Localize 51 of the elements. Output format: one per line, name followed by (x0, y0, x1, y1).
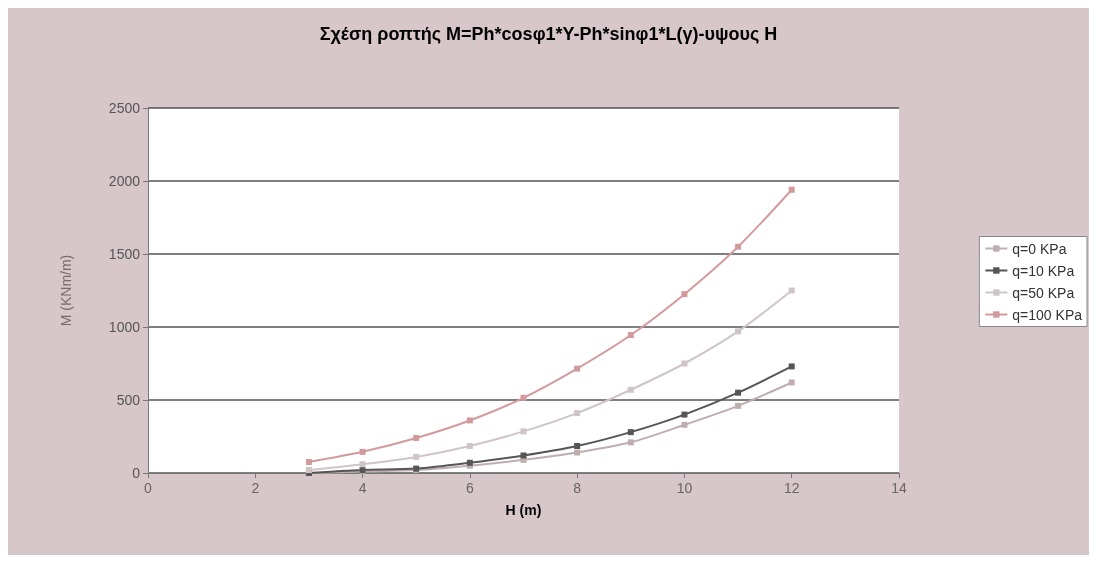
point (574, 365, 581, 372)
x-tick-label: 14 (891, 480, 907, 496)
point (681, 411, 688, 418)
point (359, 448, 366, 455)
point (574, 410, 581, 417)
point (735, 243, 742, 250)
point (413, 453, 420, 460)
point (735, 402, 742, 409)
chart-title: Σχέση ροπτής M=Ph*cosφ1*Y-Ph*sinφ1*L(γ)-υψους H (319, 24, 778, 44)
point (305, 459, 312, 466)
x-tick-label: 6 (465, 480, 474, 496)
y-tick-label: 1500 (108, 246, 141, 262)
point (520, 394, 527, 401)
x-tick-label: 2 (251, 480, 260, 496)
x-tick-label: 8 (573, 480, 582, 496)
y-axis-title: M (KNm/m) (58, 254, 74, 327)
point (788, 363, 795, 370)
x-tick-label: 12 (783, 480, 800, 496)
point (466, 417, 473, 424)
point (627, 439, 634, 446)
point (520, 428, 527, 435)
legend-label: q=10 KPa (1012, 262, 1075, 279)
y-tick-label: 1000 (108, 319, 141, 335)
point (466, 442, 473, 449)
point (413, 434, 420, 441)
legend-label: q=50 KPa (1012, 284, 1075, 301)
x-tick-label: 10 (676, 480, 693, 496)
point (681, 360, 688, 367)
point (359, 461, 366, 468)
point (681, 421, 688, 428)
point (681, 291, 688, 298)
point (574, 449, 581, 456)
point (735, 328, 742, 335)
legend-label: q=0 KPa (1012, 240, 1067, 257)
point (627, 386, 634, 393)
point (788, 379, 795, 386)
point (735, 389, 742, 396)
point (627, 332, 634, 339)
x-tick-label: 4 (358, 480, 367, 496)
legend-label: q=100 KPa (1012, 306, 1083, 323)
x-tick-label: 0 (144, 480, 153, 496)
x-axis-title: H (m) (505, 502, 542, 518)
point (520, 452, 527, 459)
point (788, 287, 795, 294)
point (788, 186, 795, 193)
y-tick-label: 0 (132, 465, 141, 481)
point (627, 429, 634, 436)
point (574, 442, 581, 449)
y-tick-label: 2500 (108, 100, 141, 116)
y-tick-label: 2000 (108, 173, 141, 189)
y-tick-label: 500 (116, 392, 141, 408)
